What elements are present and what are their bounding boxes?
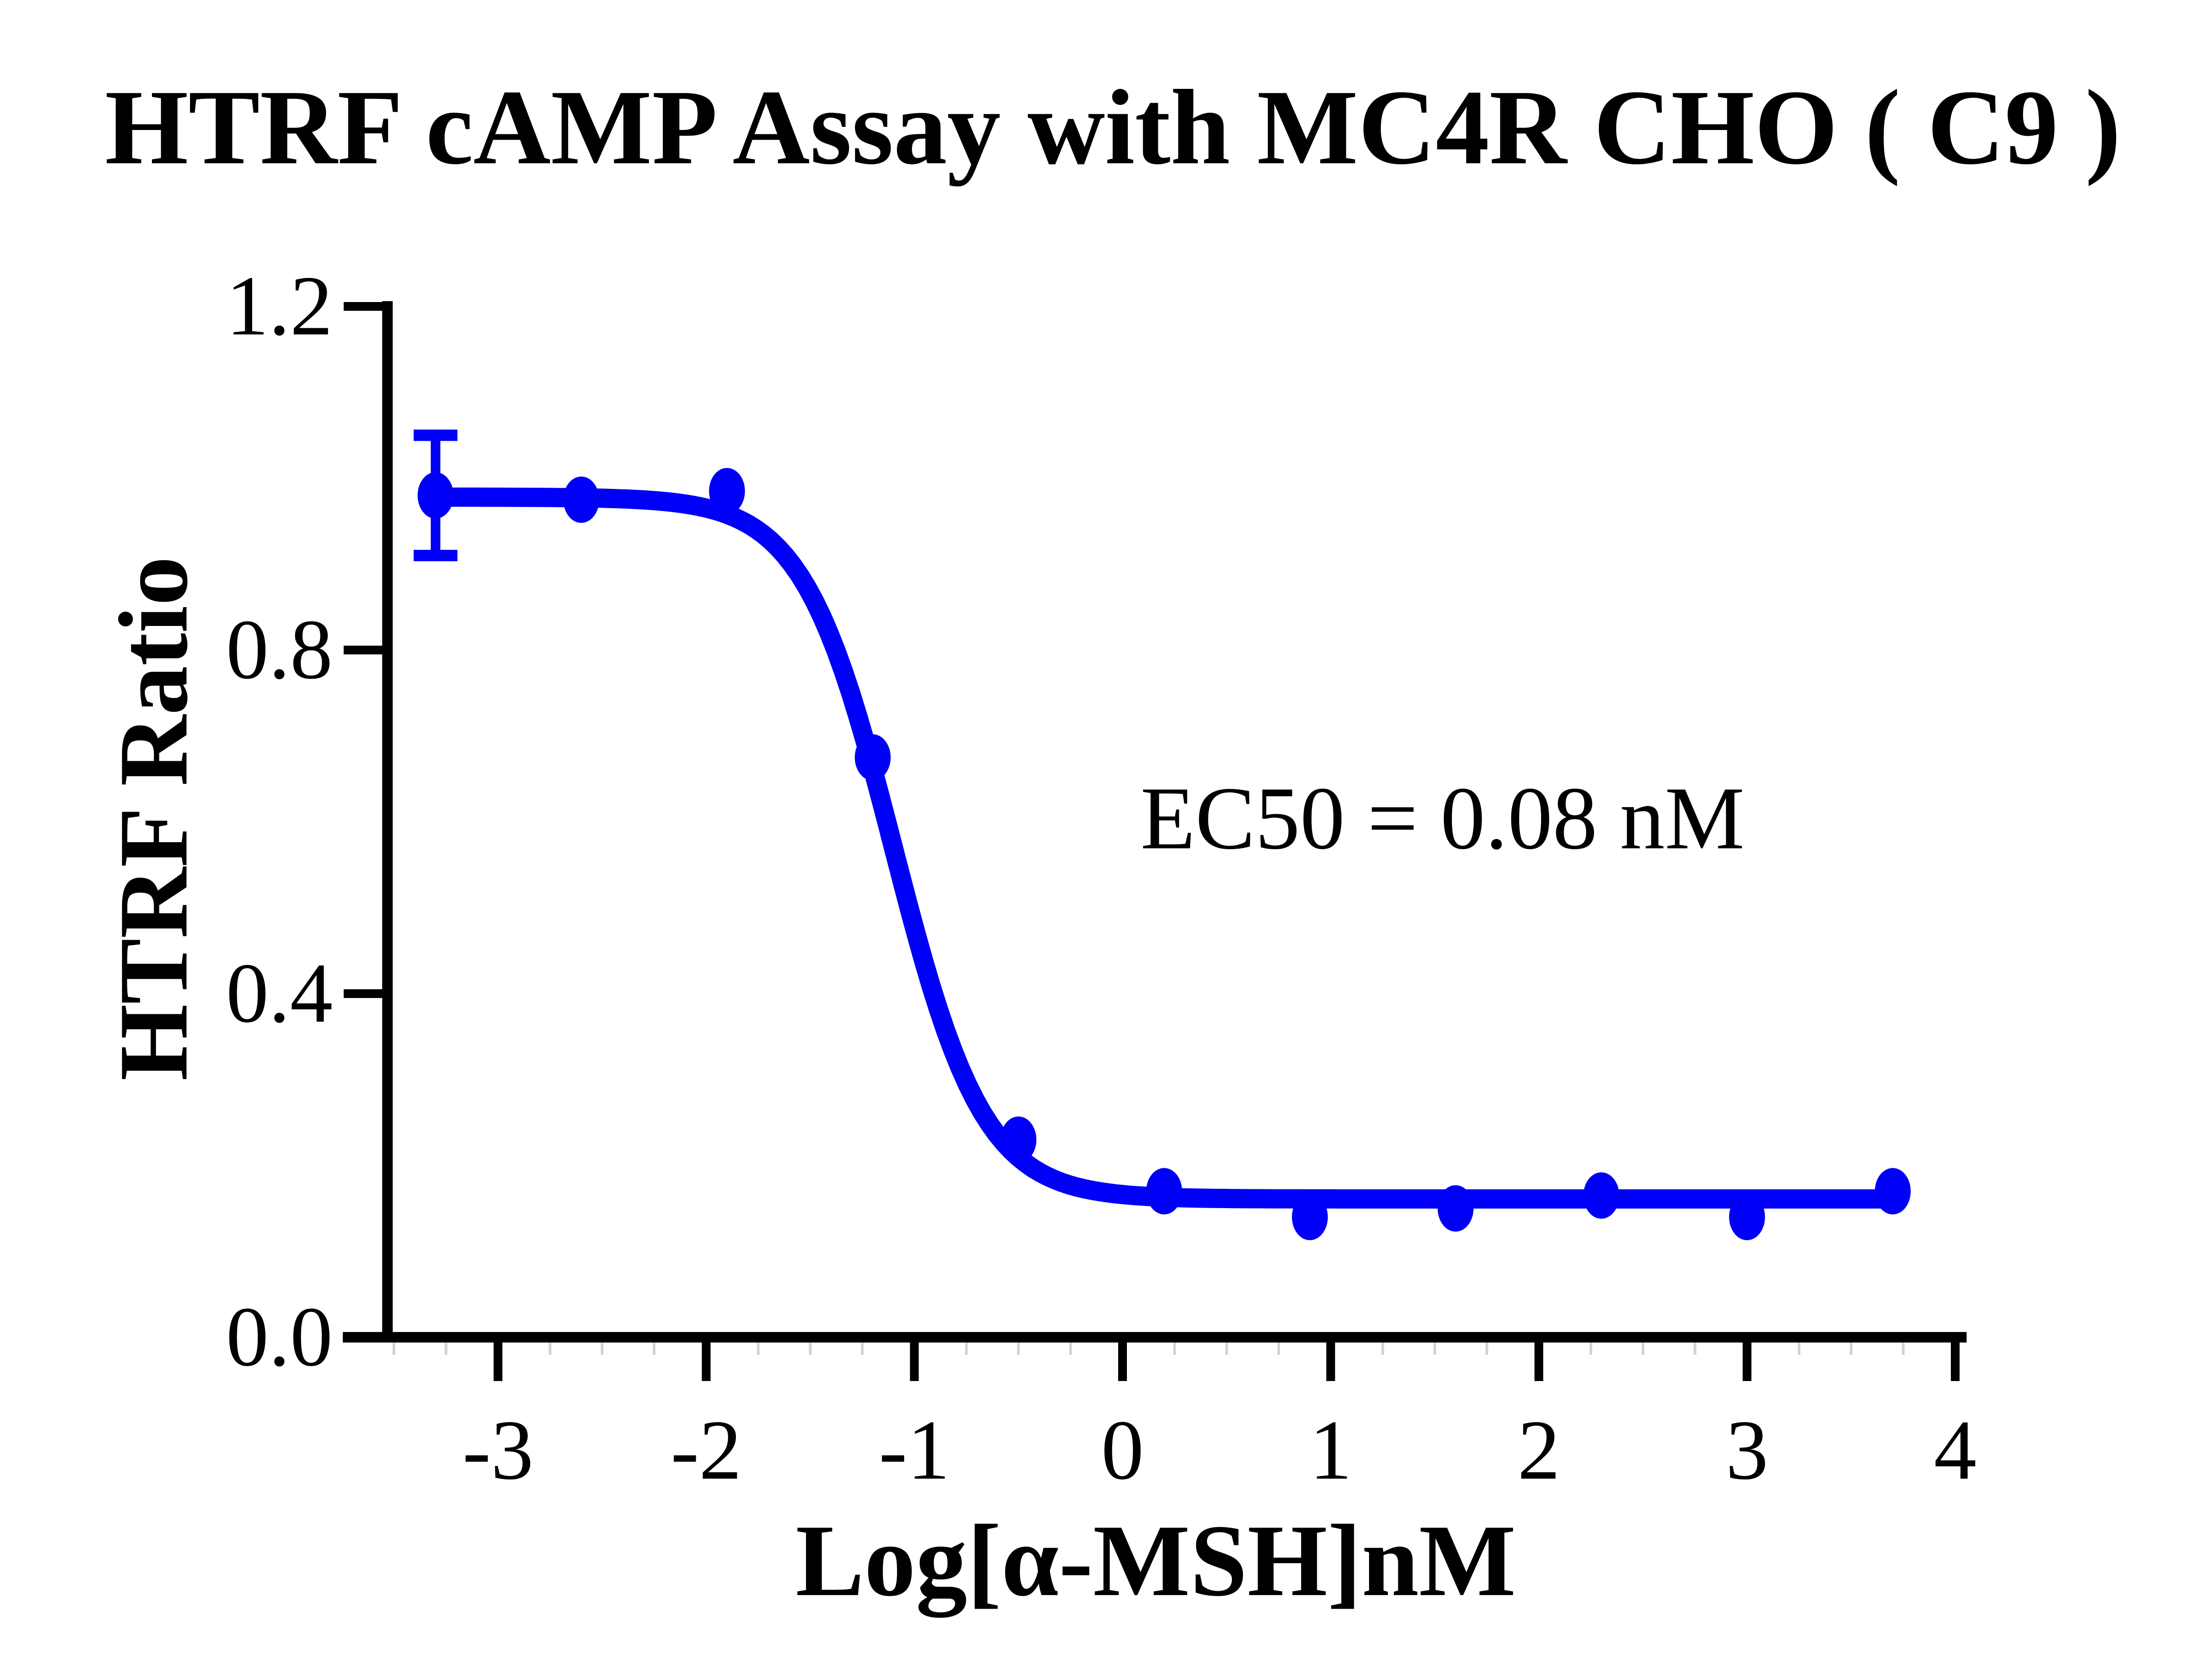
x-axis-tick bbox=[1326, 1343, 1335, 1381]
data-point-marker bbox=[1729, 1194, 1765, 1241]
data-point-marker bbox=[1292, 1194, 1328, 1241]
y-axis-tick-label: 0.0 bbox=[226, 1290, 333, 1384]
error-bar-cap-top bbox=[413, 429, 458, 441]
data-point-marker bbox=[563, 476, 599, 523]
data-point-marker bbox=[1146, 1168, 1182, 1215]
x-axis-tick-label: 2 bbox=[1517, 1403, 1560, 1497]
x-axis-label: Log[α-MSH]nM bbox=[795, 1504, 1516, 1617]
data-point-marker bbox=[1437, 1185, 1474, 1232]
x-axis-minor-tick bbox=[444, 1343, 447, 1355]
x-axis-minor-tick bbox=[1017, 1343, 1020, 1355]
ec50-annotation: EC50 = 0.08 nM bbox=[1140, 769, 1745, 868]
x-axis-minor-tick bbox=[1902, 1343, 1905, 1355]
x-axis-minor-tick bbox=[1433, 1343, 1436, 1355]
y-axis-tick bbox=[344, 1333, 382, 1342]
x-axis-line bbox=[343, 1332, 1967, 1343]
x-axis-minor-tick bbox=[965, 1343, 968, 1355]
x-axis-tick-label: -3 bbox=[462, 1403, 533, 1497]
x-axis-minor-tick bbox=[549, 1343, 552, 1355]
y-axis-tick-label: 1.2 bbox=[226, 259, 333, 353]
y-axis-tick-label: 0.4 bbox=[226, 946, 333, 1040]
x-axis-minor-tick bbox=[1641, 1343, 1644, 1355]
x-axis-tick bbox=[1534, 1343, 1543, 1381]
y-axis-tick bbox=[344, 989, 382, 998]
x-axis-minor-tick bbox=[1850, 1343, 1853, 1355]
y-axis-tick bbox=[344, 646, 382, 654]
x-axis-tick-label: 0 bbox=[1101, 1403, 1144, 1497]
data-point-marker bbox=[1000, 1116, 1037, 1163]
x-axis-minor-tick bbox=[1589, 1343, 1592, 1355]
x-axis-tick-label: -1 bbox=[879, 1403, 950, 1497]
x-axis-minor-tick bbox=[861, 1343, 864, 1355]
x-axis-tick-label: 4 bbox=[1934, 1403, 1977, 1497]
x-axis-tick bbox=[1118, 1343, 1127, 1381]
x-axis-minor-tick bbox=[392, 1343, 395, 1355]
x-axis-minor-tick bbox=[601, 1343, 604, 1355]
x-axis-minor-tick bbox=[653, 1343, 656, 1355]
chart-title: HTRF cAMP Assay with MC4R CHO ( C9 ) bbox=[105, 68, 2121, 186]
x-axis-tick bbox=[702, 1343, 711, 1381]
y-axis-tick-label: 0.8 bbox=[226, 602, 333, 697]
x-axis-minor-tick bbox=[757, 1343, 760, 1355]
data-point-marker bbox=[1875, 1168, 1911, 1215]
data-point-marker bbox=[417, 472, 454, 519]
x-axis-minor-tick bbox=[1381, 1343, 1384, 1355]
data-point-marker bbox=[1583, 1172, 1619, 1219]
y-axis-line bbox=[382, 301, 393, 1343]
x-axis-tick bbox=[1951, 1343, 1960, 1381]
x-axis-minor-tick bbox=[1173, 1343, 1176, 1355]
x-axis-tick-label: 3 bbox=[1726, 1403, 1769, 1497]
x-axis-tick bbox=[910, 1343, 919, 1381]
y-axis-tick bbox=[344, 302, 382, 311]
x-axis-minor-tick bbox=[1485, 1343, 1489, 1355]
x-axis-minor-tick bbox=[1693, 1343, 1696, 1355]
x-axis-minor-tick bbox=[1798, 1343, 1801, 1355]
x-axis-tick bbox=[493, 1343, 503, 1381]
x-axis-tick-label: 1 bbox=[1309, 1403, 1352, 1497]
x-axis-minor-tick bbox=[809, 1343, 812, 1355]
error-bar-cap-bottom bbox=[413, 550, 458, 562]
x-axis-minor-tick bbox=[1277, 1343, 1280, 1355]
x-axis-minor-tick bbox=[1225, 1343, 1228, 1355]
x-axis-tick bbox=[1742, 1343, 1752, 1381]
x-axis-tick-label: -2 bbox=[671, 1403, 742, 1497]
data-point-marker bbox=[855, 734, 891, 781]
x-axis-minor-tick bbox=[1069, 1343, 1072, 1355]
data-point-marker bbox=[709, 467, 745, 514]
